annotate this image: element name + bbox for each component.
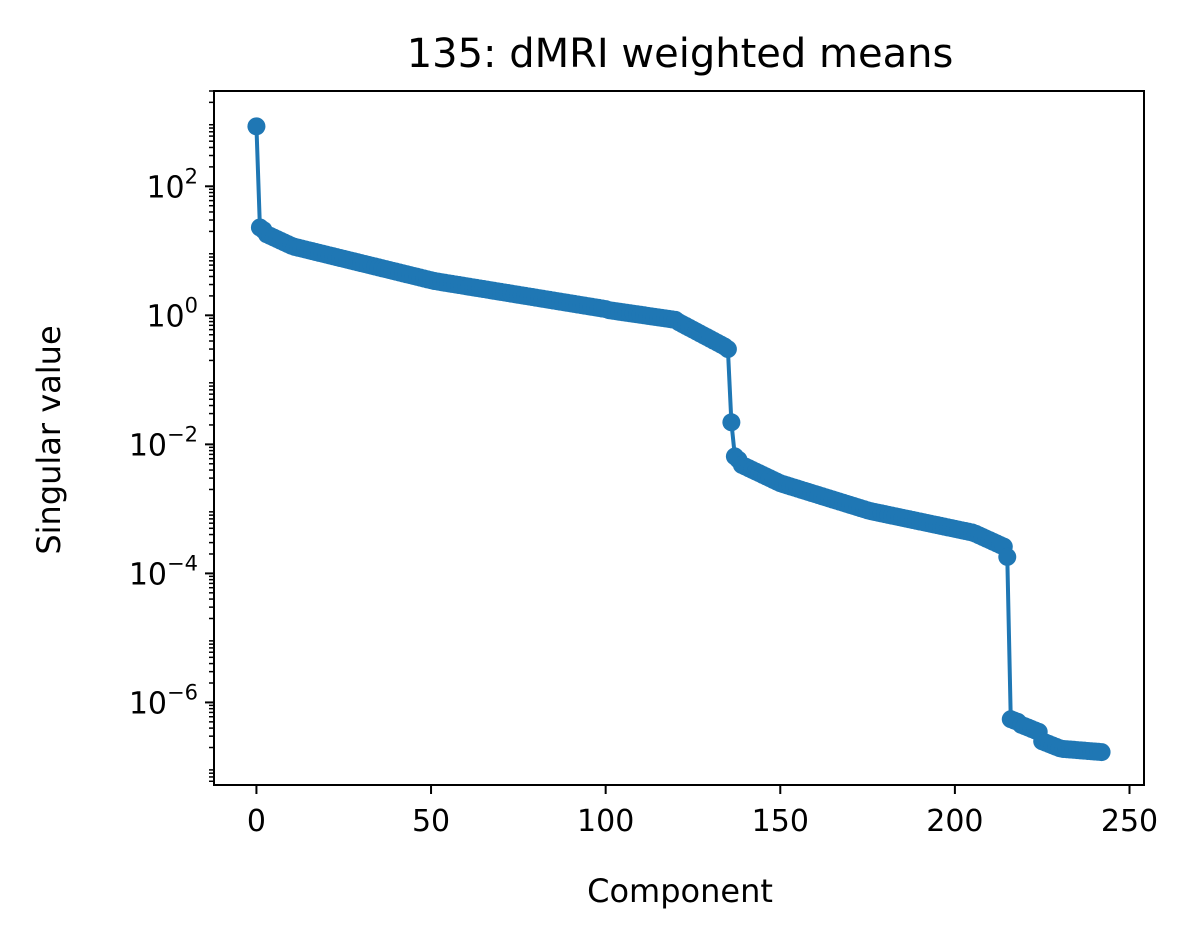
data-point xyxy=(247,117,266,136)
x-axis: 0 50 100 150 200 250 xyxy=(247,785,1158,839)
axes-frame xyxy=(213,90,1145,786)
x-tick-label: 250 xyxy=(1101,804,1158,839)
x-tick-label: 50 xyxy=(412,804,450,839)
chart-title: 135: dMRI weighted means xyxy=(407,31,954,77)
y-axis: 102 100 10−2 10−4 10−6 xyxy=(129,90,214,783)
x-tick-label: 0 xyxy=(247,804,266,839)
y-tick-label: 10−2 xyxy=(129,422,198,463)
data-point xyxy=(718,340,737,359)
plot-area xyxy=(247,117,1111,762)
data-point xyxy=(722,413,741,432)
y-tick-label: 10−4 xyxy=(129,551,198,592)
y-tick-label: 102 xyxy=(146,164,198,205)
series-line xyxy=(254,126,1102,755)
x-tick-label: 100 xyxy=(577,804,634,839)
x-tick-label: 200 xyxy=(926,804,983,839)
x-tick-label: 150 xyxy=(752,804,809,839)
y-tick-label: 100 xyxy=(146,293,198,334)
y-axis-label: Singular value xyxy=(30,325,68,554)
y-tick-label: 10−6 xyxy=(129,680,198,721)
x-axis-label: Component xyxy=(587,872,773,910)
data-point xyxy=(998,547,1017,566)
data-point xyxy=(1092,743,1111,762)
